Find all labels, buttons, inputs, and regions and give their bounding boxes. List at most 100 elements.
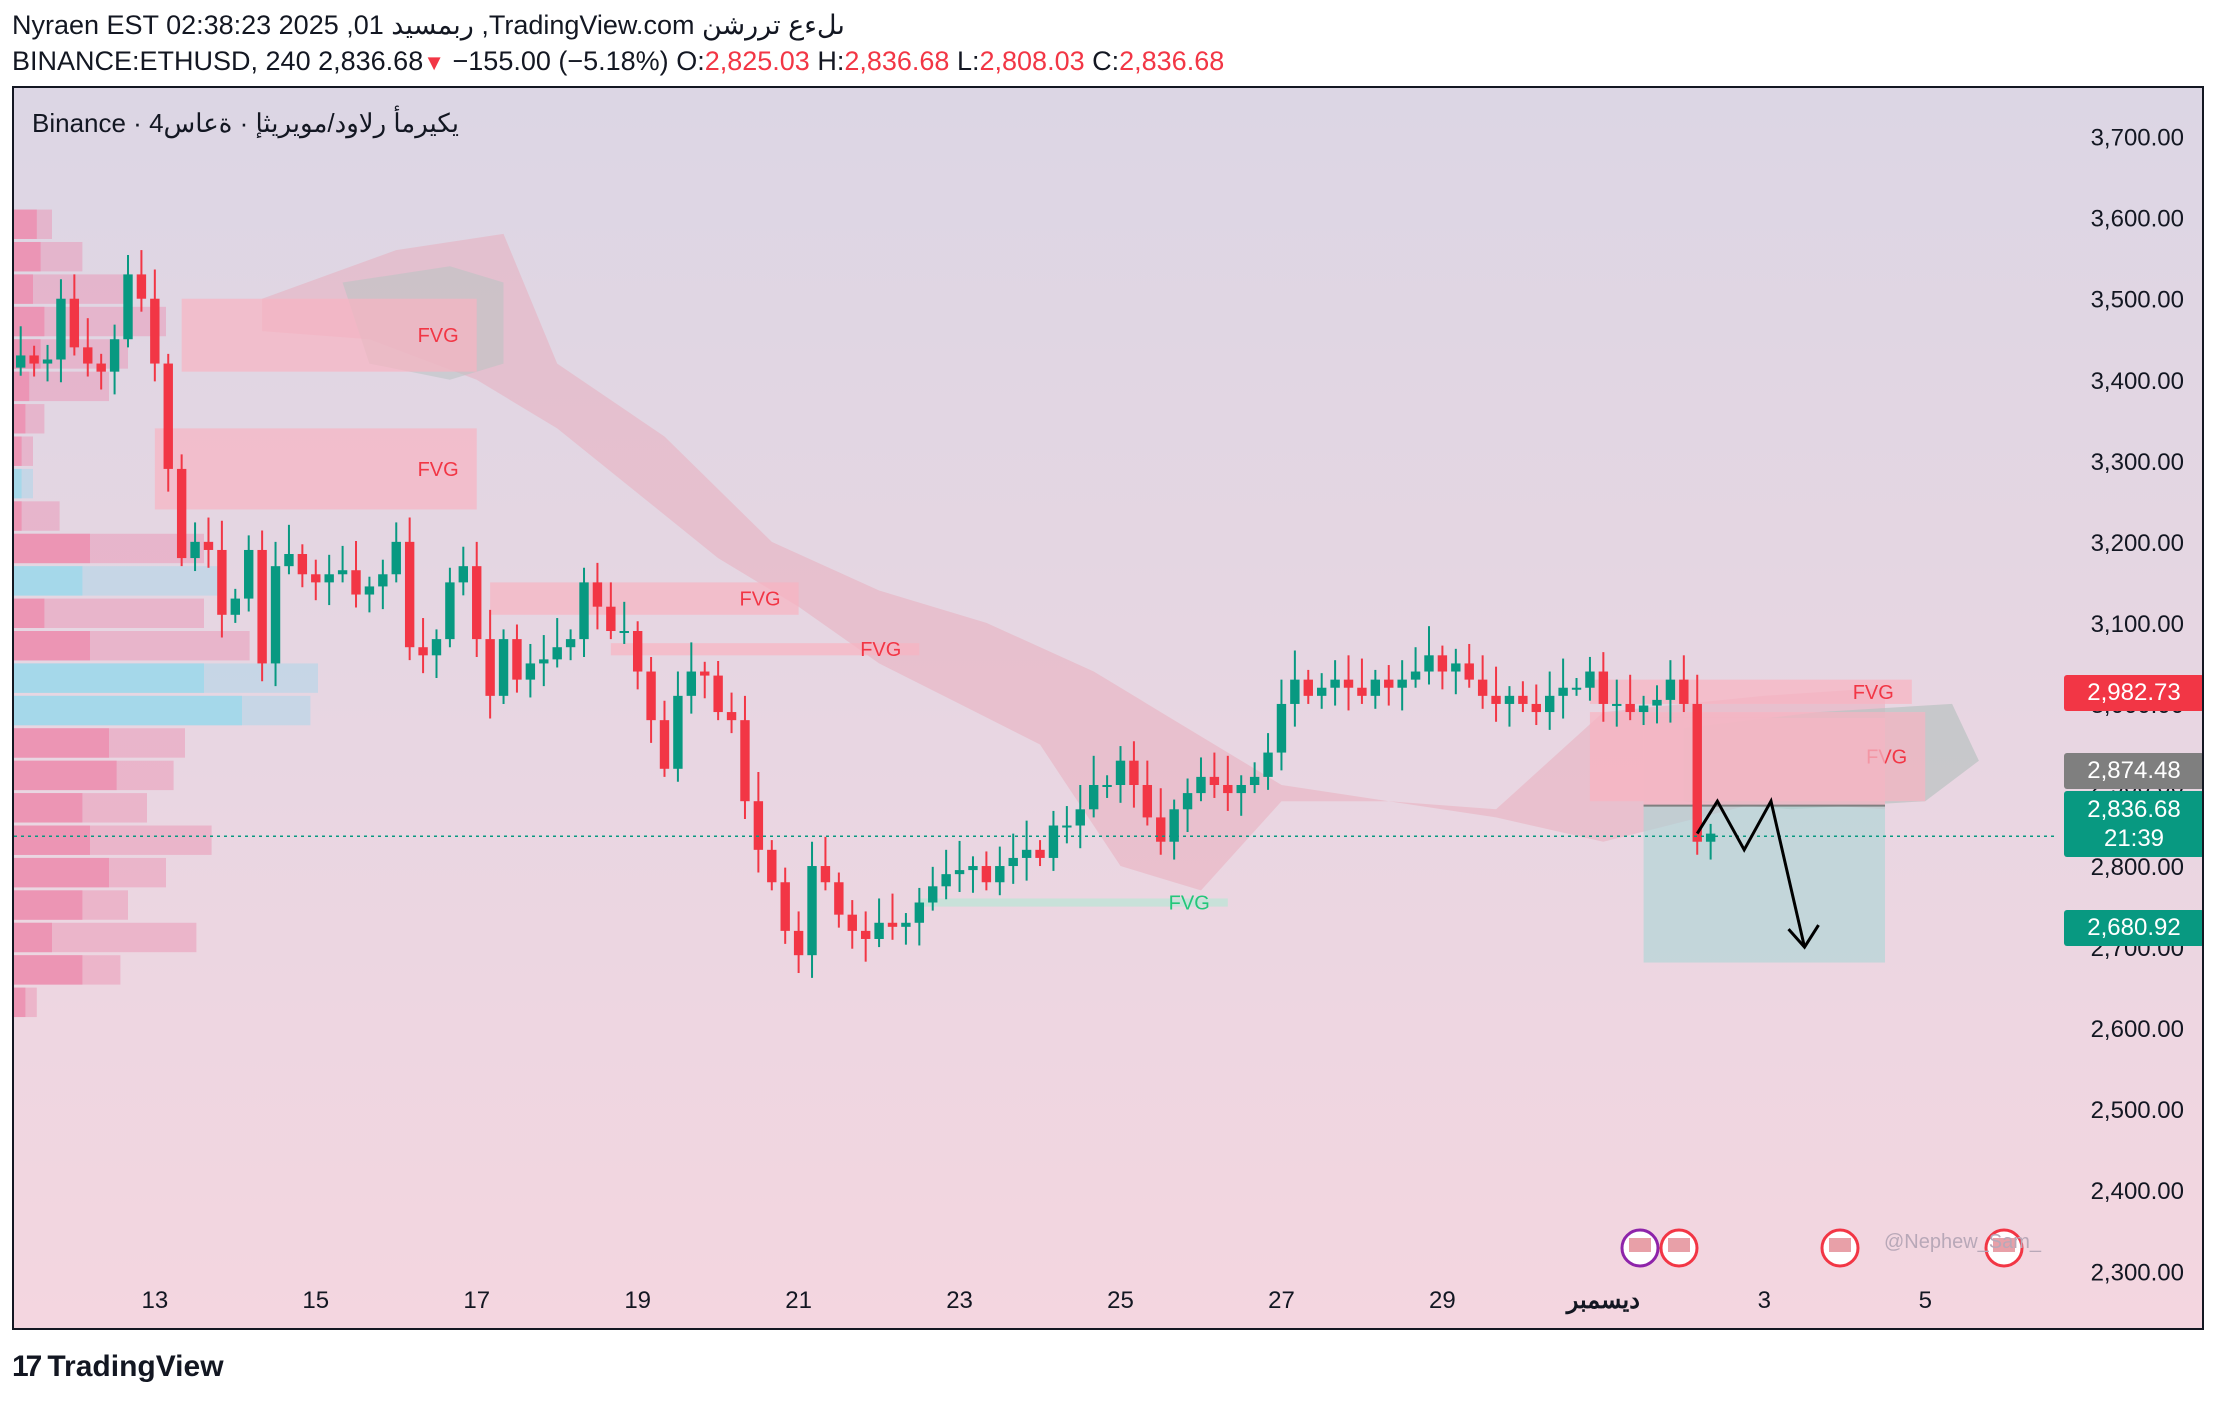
x-axis-tick-label: 3 — [1758, 1287, 1771, 1314]
candle-body — [404, 541, 415, 648]
candle-body — [874, 922, 884, 939]
candle-body — [418, 647, 428, 656]
candle-body — [1249, 776, 1260, 785]
volume-profile-bar — [14, 436, 22, 466]
y-axis-tick-label: 3,500.00 — [2091, 287, 2184, 314]
fvg-label: FVG — [1169, 893, 1210, 915]
volume-profile-bar — [14, 598, 204, 629]
candle-body — [16, 355, 26, 368]
candle-body — [1303, 679, 1313, 696]
candle-body — [1370, 679, 1381, 696]
fvg-label: FVG — [739, 589, 780, 611]
candle-body — [311, 574, 321, 583]
chart-canvas[interactable]: FVGFVGFVGFVGFVGFVGFVG2,300.002,400.002,5… — [14, 88, 2202, 1328]
candle-body — [1102, 784, 1112, 787]
volume-profile-bar — [14, 566, 83, 596]
projection-arrow-head — [1787, 924, 1820, 950]
candle-body — [512, 639, 522, 680]
close-value: 2,836.68 — [1119, 46, 1225, 76]
candle-body — [1115, 760, 1126, 785]
bar-countdown: 21:39 — [2103, 825, 2165, 852]
candle-body — [96, 363, 106, 372]
open-value: 2,825.03 — [704, 46, 810, 76]
fvg-zone — [154, 428, 477, 510]
candle-body — [42, 359, 53, 364]
candle-body — [1625, 703, 1635, 713]
stop-price-label: 2,982.73 — [2064, 675, 2202, 711]
x-axis-tick-label: 19 — [624, 1287, 651, 1314]
candle-body — [1531, 703, 1541, 713]
y-axis-tick-label: 3,700.00 — [2091, 125, 2184, 152]
fvg-label: FVG — [418, 459, 459, 481]
volume-profile-bar — [14, 241, 41, 272]
volume-profile-bar — [14, 890, 83, 920]
x-axis-tick-label: 27 — [1268, 1287, 1295, 1314]
y-axis-tick-label: 3,300.00 — [2091, 449, 2184, 476]
y-axis-tick-label: 2,400.00 — [2091, 1178, 2184, 1205]
candle-body — [1062, 825, 1072, 828]
candle-body — [834, 882, 844, 915]
candle-body — [592, 582, 603, 607]
candle-body — [1276, 703, 1287, 753]
symbol-label[interactable]: BINANCE:ETHUSD, 240 — [12, 46, 311, 76]
candle-body — [190, 541, 200, 559]
candle-body — [150, 298, 160, 364]
candle-body — [485, 639, 495, 696]
target-price-label: 2,680.92 — [2064, 910, 2202, 946]
candle-body — [1477, 679, 1488, 696]
candle-body — [995, 866, 1005, 883]
candle-body — [673, 695, 683, 769]
volume-profile-bar — [14, 663, 204, 693]
tradingview-logo[interactable]: 17 TradingView — [12, 1350, 224, 1384]
candle-body — [270, 566, 281, 664]
candle-body — [726, 712, 737, 721]
low-value: 2,808.03 — [979, 46, 1085, 76]
candle-body — [1129, 760, 1139, 785]
x-axis-tick-label: ديسمبر — [1565, 1287, 1640, 1315]
volume-profile-bar — [14, 306, 45, 337]
volume-profile-bar — [14, 695, 242, 726]
candle-body — [1638, 705, 1649, 713]
candle-body — [847, 914, 857, 931]
us-flag-icon-fill — [1829, 1238, 1851, 1252]
candle-body — [659, 720, 670, 769]
publish-info: Nyraen EST 02:38:23 2025 ,01 ربمسيد ,Tra… — [12, 10, 845, 41]
candle-body — [351, 570, 361, 595]
candle-body — [324, 574, 334, 583]
candle-body — [793, 930, 804, 956]
entry-price-label: 2,874.48 — [2064, 753, 2202, 789]
candle-body — [1464, 663, 1474, 680]
candle-body — [646, 671, 656, 721]
candle-body — [230, 598, 240, 615]
tradingview-logo-text: TradingView — [47, 1350, 224, 1383]
candle-body — [1223, 784, 1233, 794]
short-position-target-zone — [1643, 805, 1886, 963]
last-price-label: 2,836.68 21:39 — [2064, 791, 2202, 857]
candle-body — [1075, 809, 1085, 826]
volume-profile-bar — [14, 598, 45, 629]
watermark: @Nephew_Sam_ — [1884, 1231, 2042, 1253]
candle-body — [525, 663, 536, 680]
candle-body — [753, 801, 764, 850]
volume-profile-bar — [14, 501, 22, 531]
low-label: L: — [956, 46, 980, 76]
publish-info-text: Nyraen EST 02:38:23 2025 ,01 ربمسيد ,Tra… — [12, 10, 845, 40]
chart-area[interactable]: FVG FVG FVG FVG FVG FVG FVG 2,300.00 2,400.00 2,5… — [12, 86, 2204, 1330]
x-axis-tick-label: 21 — [785, 1287, 812, 1314]
chart-legend-text: Binance · يكيرمأ رلاود/مويريثإ · ةعاس4 — [32, 108, 459, 138]
candle-body — [109, 339, 120, 372]
candle-body — [1156, 817, 1166, 842]
y-axis-tick-label: 2,600.00 — [2091, 1016, 2184, 1043]
candle-body — [1705, 833, 1716, 842]
x-axis-tick-label: 23 — [946, 1287, 973, 1314]
x-axis-tick-label: 13 — [141, 1287, 168, 1314]
volume-profile-bar — [14, 468, 22, 499]
candle-body — [1545, 695, 1555, 713]
candle-body — [445, 582, 455, 640]
candle-body — [565, 639, 576, 648]
candle-body — [56, 298, 66, 360]
candle-body — [1316, 687, 1327, 696]
candle-body — [83, 347, 93, 364]
candle-body — [1290, 679, 1300, 704]
x-axis-tick-label: 17 — [463, 1287, 490, 1314]
